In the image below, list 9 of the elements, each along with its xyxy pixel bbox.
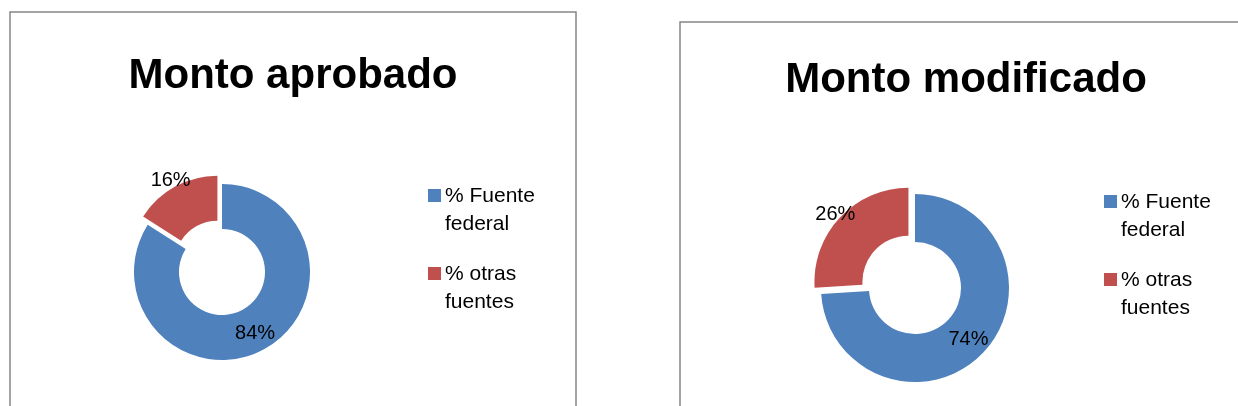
data-label: 84% xyxy=(235,321,276,344)
data-label: 74% xyxy=(948,327,989,350)
legend-label: % Fuente federal xyxy=(445,183,535,234)
data-label: 16% xyxy=(150,167,191,190)
chart-title: Monto aprobado xyxy=(128,50,458,97)
legend-label: % otras fuentes xyxy=(1121,267,1193,318)
legend-label: % Fuente federal xyxy=(1121,189,1211,240)
chart-title: Monto modificado xyxy=(785,54,1147,101)
legend-label: % otras fuentes xyxy=(445,261,517,312)
